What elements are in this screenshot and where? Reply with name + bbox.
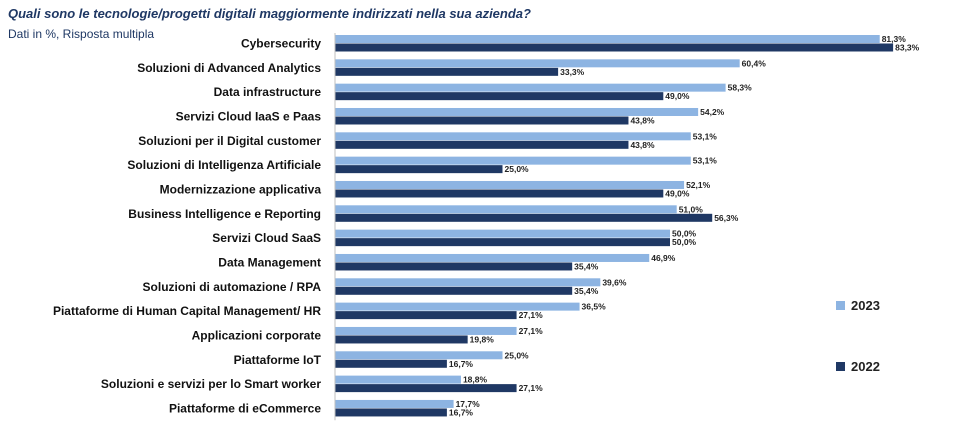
category-label-soluzioni-di-advanced-analytics: Soluzioni di Advanced Analytics [137,61,321,75]
data-label-2022-piattaforme-di-ecommerce: 16,7% [449,407,474,417]
data-label-2023-cybersecurity: 81,3% [882,34,907,44]
bar-2023-piattaforme-di-ecommerce [335,399,454,408]
data-label-2023-data-infrastructure: 58,3% [728,83,753,93]
data-label-2022-piattaforme-di-human-capital-management-hr: 27,1% [519,310,544,320]
category-label-piattaforme-iot: Piattaforme IoT [234,353,322,367]
bar-2023-soluzioni-per-il-digital-customer [335,132,691,141]
legend-item-2023: 2023 [836,298,880,313]
category-label-applicazioni-corporate: Applicazioni corporate [192,328,322,342]
data-label-2022-soluzioni-di-automazione-rpa: 35,4% [574,286,599,296]
data-label-2023-soluzioni-di-automazione-rpa: 39,6% [602,277,627,287]
data-label-2023-soluzioni-e-servizi-per-lo-smart-worker: 18,8% [463,375,488,385]
category-label-soluzioni-di-intelligenza-artificiale: Soluzioni di Intelligenza Artificiale [127,158,321,172]
bar-2022-soluzioni-di-automazione-rpa [335,286,573,295]
bar-2022-soluzioni-per-il-digital-customer [335,140,629,149]
category-label-servizi-cloud-saas: Servizi Cloud SaaS [212,231,321,245]
category-label-soluzioni-e-servizi-per-lo-smart-worker: Soluzioni e servizi per lo Smart worker [101,377,321,391]
bar-2022-applicazioni-corporate [335,335,468,344]
data-label-2022-servizi-cloud-iaas-e-paas: 43,8% [630,115,655,125]
bar-2022-servizi-cloud-saas [335,238,670,247]
legend-item-2022: 2022 [836,359,880,374]
category-label-piattaforme-di-human-capital-management-hr: Piattaforme di Human Capital Management/… [53,304,321,318]
bar-2023-data-management [335,253,650,262]
bar-2022-piattaforme-di-ecommerce [335,408,447,417]
category-label-modernizzazione-applicativa: Modernizzazione applicativa [160,182,322,196]
bar-2022-cybersecurity [335,43,894,52]
category-label-business-intelligence-e-reporting: Business Intelligence e Reporting [128,207,321,221]
bar-2023-modernizzazione-applicativa [335,180,685,189]
bar-2022-soluzioni-di-advanced-analytics [335,67,559,76]
bar-2023-piattaforme-iot [335,351,503,360]
data-label-2022-soluzioni-e-servizi-per-lo-smart-worker: 27,1% [519,383,544,393]
legend-swatch-2022 [836,362,845,371]
chart-title: Quali sono le tecnologie/progetti digita… [8,6,531,21]
bar-2023-data-infrastructure [335,83,726,92]
data-label-2023-business-intelligence-e-reporting: 51,0% [679,204,704,214]
chart-subtitle: Dati in %, Risposta multipla [8,27,155,41]
data-label-2023-piattaforme-iot: 25,0% [505,350,530,360]
data-label-2022-soluzioni-di-intelligenza-artificiale: 25,0% [505,164,530,174]
category-label-data-infrastructure: Data infrastructure [214,85,322,99]
bar-2023-applicazioni-corporate [335,326,517,335]
data-label-2023-soluzioni-per-il-digital-customer: 53,1% [693,131,718,141]
category-label-data-management: Data Management [218,255,321,269]
bar-2023-servizi-cloud-saas [335,229,670,238]
bar-2022-piattaforme-di-human-capital-management-hr [335,311,517,320]
data-label-2023-servizi-cloud-iaas-e-paas: 54,2% [700,107,725,117]
data-label-2023-soluzioni-di-intelligenza-artificiale: 53,1% [693,156,718,166]
data-label-2023-applicazioni-corporate: 27,1% [519,326,544,336]
bar-2022-data-infrastructure [335,92,664,101]
bar-2023-soluzioni-di-intelligenza-artificiale [335,156,691,165]
legend-label-2023: 2023 [851,298,880,313]
bar-2022-servizi-cloud-iaas-e-paas [335,116,629,125]
data-label-2022-soluzioni-di-advanced-analytics: 33,3% [560,67,585,77]
data-label-2022-data-infrastructure: 49,0% [665,91,690,101]
data-label-2023-data-management: 46,9% [651,253,676,263]
category-label-soluzioni-di-automazione-rpa: Soluzioni di automazione / RPA [143,280,322,294]
data-label-2022-business-intelligence-e-reporting: 56,3% [714,213,739,223]
bar-2023-cybersecurity [335,35,880,43]
bar-2023-business-intelligence-e-reporting [335,205,677,214]
bar-2023-soluzioni-e-servizi-per-lo-smart-worker [335,375,461,384]
data-label-2022-modernizzazione-applicativa: 49,0% [665,188,690,198]
bar-2022-soluzioni-di-intelligenza-artificiale [335,165,503,174]
data-label-2023-servizi-cloud-saas: 50,0% [672,229,697,239]
bar-2023-soluzioni-di-automazione-rpa [335,278,601,287]
data-label-2023-modernizzazione-applicativa: 52,1% [686,180,711,190]
legend-label-2022: 2022 [851,359,880,374]
data-label-2023-piattaforme-di-ecommerce: 17,7% [456,399,481,409]
bar-2022-modernizzazione-applicativa [335,189,664,198]
bar-2022-data-management [335,262,573,271]
bar-2023-soluzioni-di-advanced-analytics [335,59,740,68]
data-label-2022-servizi-cloud-saas: 50,0% [672,237,697,247]
bar-2022-business-intelligence-e-reporting [335,213,713,222]
category-label-cybersecurity: Cybersecurity [241,37,321,51]
data-label-2023-piattaforme-di-human-capital-management-hr: 36,5% [582,302,607,312]
data-label-2022-cybersecurity: 83,3% [895,43,920,53]
bar-2022-soluzioni-e-servizi-per-lo-smart-worker [335,384,517,393]
bar-2023-servizi-cloud-iaas-e-paas [335,107,699,116]
data-label-2023-soluzioni-di-advanced-analytics: 60,4% [742,58,767,68]
data-label-2022-piattaforme-iot: 16,7% [449,359,474,369]
bar-2022-piattaforme-iot [335,359,447,368]
data-label-2022-applicazioni-corporate: 19,8% [470,334,495,344]
bar-2023-piattaforme-di-human-capital-management-hr [335,302,580,311]
category-label-piattaforme-di-ecommerce: Piattaforme di eCommerce [169,401,321,415]
category-label-soluzioni-per-il-digital-customer: Soluzioni per il Digital customer [138,134,321,148]
data-label-2022-soluzioni-per-il-digital-customer: 43,8% [630,140,655,150]
category-label-servizi-cloud-iaas-e-paas: Servizi Cloud IaaS e Paas [176,109,322,123]
legend-swatch-2023 [836,301,845,310]
data-label-2022-data-management: 35,4% [574,261,599,271]
